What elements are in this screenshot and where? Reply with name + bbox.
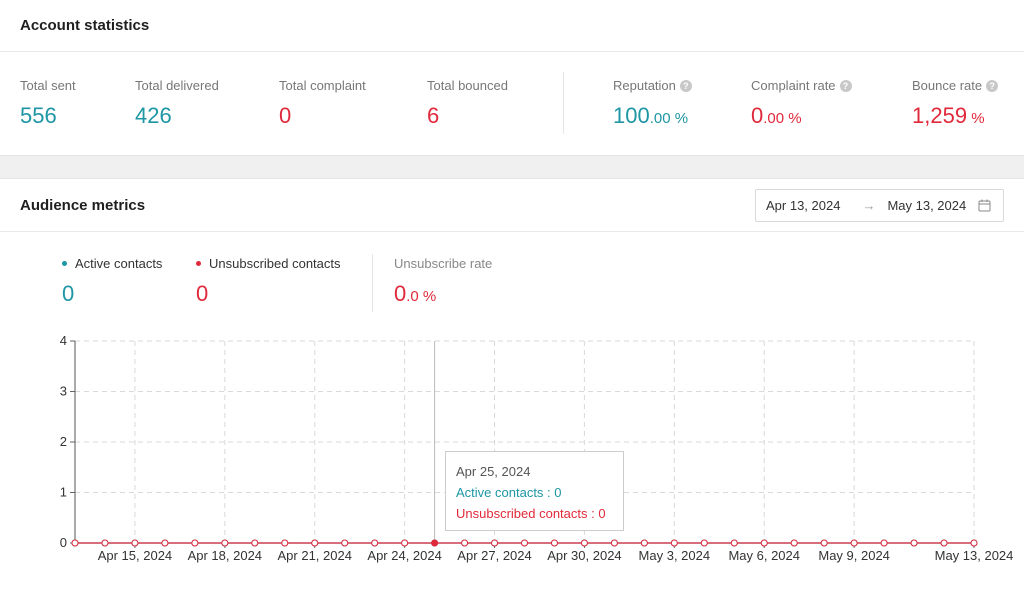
data-point (760, 539, 768, 547)
metric-unsubscribe-rate: Unsubscribe rate 0.0 % (394, 256, 492, 307)
audience-metrics-header: Audience metrics Apr 13, 2024 → May 13, … (0, 179, 1024, 232)
tooltip-active: Active contacts : 0 (456, 485, 562, 500)
y-tick-label: 2 (60, 434, 67, 449)
stat-value: 100.00 % (613, 103, 689, 128)
data-point (910, 539, 918, 547)
x-tick-label: May 13, 2024 (935, 548, 1014, 563)
stat-value: 0 (279, 103, 292, 128)
metric-unsubscribed-contacts: Unsubscribed contacts 0 (196, 256, 341, 307)
stat-label: Total bounced (427, 78, 508, 93)
x-tick-label: May 9, 2024 (818, 548, 890, 563)
tooltip-unsubscribed: Unsubscribed contacts : 0 (456, 506, 606, 521)
account-statistics-title: Account statistics (0, 0, 1024, 52)
data-point (790, 539, 798, 547)
data-point (191, 539, 199, 547)
help-icon[interactable]: ? (679, 79, 692, 92)
y-tick-label: 1 (60, 485, 67, 500)
data-point (640, 539, 648, 547)
stat-label: Total delivered (135, 78, 219, 93)
data-point (940, 539, 948, 547)
chart-tooltip: Apr 25, 2024 Active contacts : 0 Unsubsc… (445, 451, 624, 531)
stat-label: Total sent (20, 78, 76, 93)
data-point (610, 539, 618, 547)
metric-value: 0.0 % (394, 281, 437, 306)
metric-label: Unsubscribe rate (394, 256, 493, 271)
data-point (550, 539, 558, 547)
metric-label: Unsubscribed contacts (209, 256, 341, 271)
arrow-right-icon: → (862, 197, 876, 213)
data-point (161, 539, 169, 547)
y-tick-label: 3 (60, 384, 67, 399)
stat-label: Reputation (613, 78, 676, 93)
data-point (820, 539, 828, 547)
x-tick-label: Apr 21, 2024 (278, 548, 352, 563)
date-range-end[interactable]: May 13, 2024 (887, 197, 967, 213)
x-tick-label: May 6, 2024 (728, 548, 800, 563)
data-point (131, 539, 139, 547)
account-statistics-card: Account statistics Total sent 556 Total … (0, 0, 1024, 156)
stat-value: 6 (427, 103, 440, 128)
x-tick-label: Apr 27, 2024 (457, 548, 531, 563)
metric-active-contacts: Active contacts 0 (62, 256, 162, 307)
stat-total-complaint: Total complaint 0 (279, 78, 366, 129)
stat-complaint-rate: Complaint rate ? 0.00 % (751, 78, 852, 129)
x-tick-label: Apr 30, 2024 (547, 548, 621, 563)
calendar-icon[interactable] (978, 199, 991, 212)
help-icon[interactable]: ? (986, 79, 999, 92)
x-tick-label: Apr 18, 2024 (188, 548, 262, 563)
data-point (311, 539, 319, 547)
metrics-divider (372, 254, 373, 312)
data-point (371, 539, 379, 547)
stat-label: Bounce rate (912, 78, 983, 93)
data-point (461, 539, 469, 547)
metric-value: 0 (62, 281, 75, 306)
metric-value: 0 (196, 281, 209, 306)
data-point (491, 539, 499, 547)
stat-value: 0.00 % (751, 103, 802, 128)
data-point (431, 539, 439, 547)
metric-label: Active contacts (75, 256, 163, 271)
legend-dot-unsubscribed (196, 261, 201, 266)
audience-line-chart[interactable]: 0 1 2 3 4 Apr 15, 2024 Apr 18, 2024 Apr 21, 202… (0, 330, 1024, 570)
audience-metrics-title: Audience metrics (20, 196, 146, 214)
stat-reputation: Reputation ? 100.00 % (613, 78, 692, 129)
data-point (341, 539, 349, 547)
data-point (251, 539, 259, 547)
data-point (221, 539, 229, 547)
data-point (700, 539, 708, 547)
data-point (850, 539, 858, 547)
data-point (580, 539, 588, 547)
data-point (880, 539, 888, 547)
data-point (730, 539, 738, 547)
stat-value: 1,259 % (912, 103, 985, 128)
data-point (281, 539, 289, 547)
legend-dot-active (62, 261, 67, 266)
data-point (670, 539, 678, 547)
y-tick-label: 4 (60, 333, 67, 348)
data-point (401, 539, 409, 547)
data-point (71, 539, 79, 547)
stat-value: 556 (20, 103, 57, 128)
stat-label: Complaint rate (751, 78, 836, 93)
stat-bounce-rate: Bounce rate ? 1,259 % (912, 78, 999, 129)
date-range-picker[interactable]: Apr 13, 2024 → May 13, 2024 (755, 188, 1004, 222)
stat-total-sent: Total sent 556 (20, 78, 76, 129)
x-tick-label: Apr 15, 2024 (98, 548, 172, 563)
y-tick-label: 0 (60, 535, 67, 550)
stat-total-delivered: Total delivered 426 (135, 78, 219, 129)
help-icon[interactable]: ? (839, 79, 852, 92)
stat-total-bounced: Total bounced 6 (427, 78, 508, 129)
stat-value: 426 (135, 103, 172, 128)
x-tick-label: May 3, 2024 (639, 548, 711, 563)
data-point (521, 539, 528, 547)
data-point (970, 539, 978, 547)
x-tick-label: Apr 24, 2024 (367, 548, 441, 563)
stat-label: Total complaint (279, 78, 366, 93)
tooltip-date: Apr 25, 2024 (456, 464, 531, 479)
data-point (101, 539, 109, 547)
date-range-start[interactable]: Apr 13, 2024 (766, 197, 841, 213)
stats-divider (563, 72, 564, 134)
